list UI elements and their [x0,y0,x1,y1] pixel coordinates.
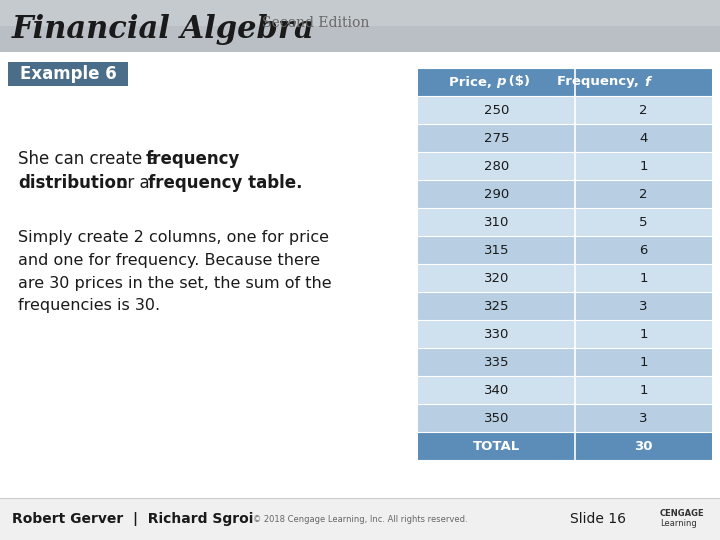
Text: distribution: distribution [18,174,127,192]
FancyBboxPatch shape [418,376,712,404]
Text: 2: 2 [639,187,648,200]
Text: 6: 6 [639,244,648,256]
Text: 1: 1 [639,383,648,396]
Text: frequency table.: frequency table. [148,174,302,192]
Text: TOTAL: TOTAL [473,440,520,453]
FancyBboxPatch shape [418,152,712,180]
Text: Financial Algebra: Financial Algebra [12,14,315,45]
Text: Second Edition: Second Edition [262,16,369,30]
Text: 1: 1 [639,355,648,368]
Text: 1: 1 [639,327,648,341]
Text: She can create a: She can create a [18,150,163,168]
FancyBboxPatch shape [418,320,712,348]
Text: 4: 4 [639,132,648,145]
Text: Learning: Learning [660,519,697,529]
Text: Example 6: Example 6 [19,65,117,83]
FancyBboxPatch shape [418,96,712,124]
FancyBboxPatch shape [418,208,712,236]
Text: Frequency,: Frequency, [557,76,644,89]
Text: 280: 280 [484,159,509,172]
Text: 315: 315 [484,244,509,256]
FancyBboxPatch shape [0,104,720,498]
FancyBboxPatch shape [0,26,720,52]
Text: 335: 335 [484,355,509,368]
FancyBboxPatch shape [418,404,712,432]
Text: 290: 290 [484,187,509,200]
FancyBboxPatch shape [0,498,720,540]
Text: 310: 310 [484,215,509,228]
FancyBboxPatch shape [8,62,128,86]
Text: frequency: frequency [146,150,240,168]
Text: 275: 275 [484,132,509,145]
Text: ($): ($) [505,76,531,89]
Text: 330: 330 [484,327,509,341]
Text: 350: 350 [484,411,509,424]
Text: 325: 325 [484,300,509,313]
Text: 5: 5 [639,215,648,228]
FancyBboxPatch shape [418,68,712,96]
FancyBboxPatch shape [418,180,712,208]
Text: Robert Gerver  |  Richard Sgroi: Robert Gerver | Richard Sgroi [12,512,253,526]
Text: 3: 3 [639,300,648,313]
Text: 1: 1 [639,272,648,285]
Text: 250: 250 [484,104,509,117]
FancyBboxPatch shape [418,432,712,460]
Text: p: p [497,76,506,89]
Text: f: f [644,76,650,89]
Text: CENGAGE: CENGAGE [660,510,705,518]
Text: 320: 320 [484,272,509,285]
Text: 3: 3 [639,411,648,424]
FancyBboxPatch shape [418,264,712,292]
Text: © 2018 Cengage Learning, Inc. All rights reserved.: © 2018 Cengage Learning, Inc. All rights… [253,515,467,523]
FancyBboxPatch shape [418,292,712,320]
Text: Simply create 2 columns, one for price
and one for frequency. Because there
are : Simply create 2 columns, one for price a… [18,230,332,313]
FancyBboxPatch shape [418,348,712,376]
Text: 340: 340 [484,383,509,396]
Text: Slide 16: Slide 16 [570,512,626,526]
Text: 2: 2 [639,104,648,117]
Text: or a: or a [112,174,155,192]
FancyBboxPatch shape [0,0,720,52]
Text: 1: 1 [639,159,648,172]
FancyBboxPatch shape [418,124,712,152]
FancyBboxPatch shape [418,236,712,264]
Text: Price,: Price, [449,76,497,89]
Text: 30: 30 [634,440,653,453]
